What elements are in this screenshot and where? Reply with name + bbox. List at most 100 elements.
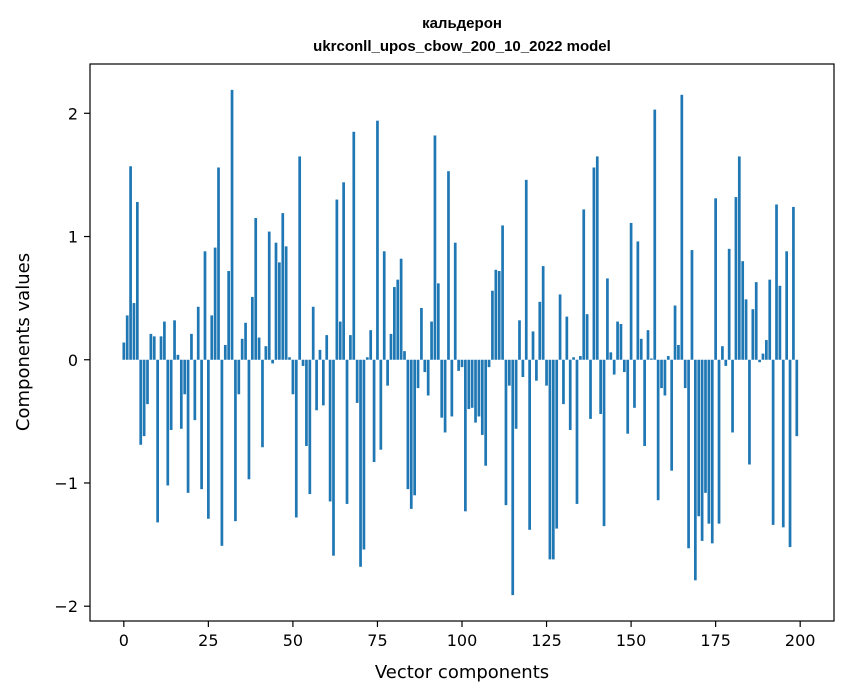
bar-159 [660,359,663,389]
bar-162 [670,359,674,471]
y-tick-label: 1 [68,228,78,247]
bar-193 [775,204,778,360]
bar-45 [274,242,278,360]
bar-98 [453,242,457,360]
bar-101 [464,359,467,512]
bar-180 [731,359,734,433]
bar-153 [639,338,643,360]
bar-147 [619,324,623,360]
bar-13 [166,359,170,486]
bar-14 [169,359,173,430]
y-tick-label: 0 [68,351,78,370]
bar-128 [555,359,559,529]
bar-195 [781,359,785,528]
bar-95 [443,359,447,433]
bar-55 [308,359,312,495]
bar-187 [754,282,758,360]
bar-40 [257,337,261,360]
bar-185 [748,359,751,465]
bar-35 [240,338,244,360]
bar-112 [501,225,504,360]
bar-169 [693,359,697,581]
bar-63 [335,199,339,360]
bar-181 [734,197,738,360]
bar-84 [406,359,410,490]
bar-64 [338,321,342,360]
bar-170 [697,359,701,517]
bar-144 [609,352,613,360]
bar-106 [480,359,484,435]
bar-32 [230,89,234,360]
bar-5 [139,359,143,445]
bar-165 [680,94,684,360]
bar-71 [362,359,366,550]
bar-27 [213,247,217,360]
x-tick-label: 25 [198,631,218,650]
bar-122 [535,359,538,381]
bar-102 [467,359,471,410]
bar-164 [677,344,680,360]
bar-79 [389,333,393,360]
bar-126 [548,359,552,560]
bar-96 [447,171,450,360]
bar-75 [376,120,379,360]
bar-78 [386,359,389,386]
y-tick-label: −2 [54,597,78,616]
bar-76 [379,359,383,450]
bar-124 [541,266,545,360]
bar-34 [237,359,241,395]
bar-77 [382,251,386,360]
bar-21 [193,359,197,421]
bar-57 [315,359,318,411]
bar-192 [771,359,775,525]
bar-7 [146,359,149,405]
bar-29 [220,359,224,546]
bar-109 [491,290,494,360]
bar-142 [602,359,606,527]
bar-145 [612,359,616,375]
bar-31 [227,271,231,360]
bar-12 [163,321,166,360]
bar-158 [656,359,660,501]
bar-188 [758,359,761,363]
x-tick-label: 75 [367,631,387,650]
bar-85 [409,359,413,509]
bar-6 [142,359,146,437]
bar-194 [778,285,782,360]
bar-99 [457,359,460,371]
bar-120 [528,359,531,530]
x-tick-label: 50 [283,631,303,650]
bar-137 [585,314,589,360]
bar-191 [768,279,772,360]
bar-108 [487,359,491,368]
bar-22 [196,306,200,360]
bar-179 [727,248,731,360]
bar-143 [606,278,609,360]
bar-135 [579,356,582,360]
bar-4 [135,202,139,360]
bar-161 [666,356,670,360]
bar-186 [751,309,755,360]
bar-123 [538,301,542,360]
bar-73 [369,330,373,360]
bar-103 [470,359,474,408]
bar-90 [426,359,430,396]
bar-139 [592,167,596,360]
bar-154 [643,359,646,447]
x-tick-label: 125 [531,631,562,650]
bar-136 [582,209,586,360]
bar-61 [328,359,332,502]
bar-148 [622,359,626,373]
bar-49 [288,357,291,360]
bar-157 [653,109,657,360]
bar-131 [565,316,569,360]
bar-0 [122,342,126,360]
bar-50 [291,359,295,395]
bar-69 [355,359,359,403]
bar-66 [345,359,349,504]
bar-167 [687,359,690,549]
bar-151 [633,359,636,408]
bar-83 [403,351,406,360]
bar-173 [707,359,711,524]
bar-152 [636,241,640,360]
